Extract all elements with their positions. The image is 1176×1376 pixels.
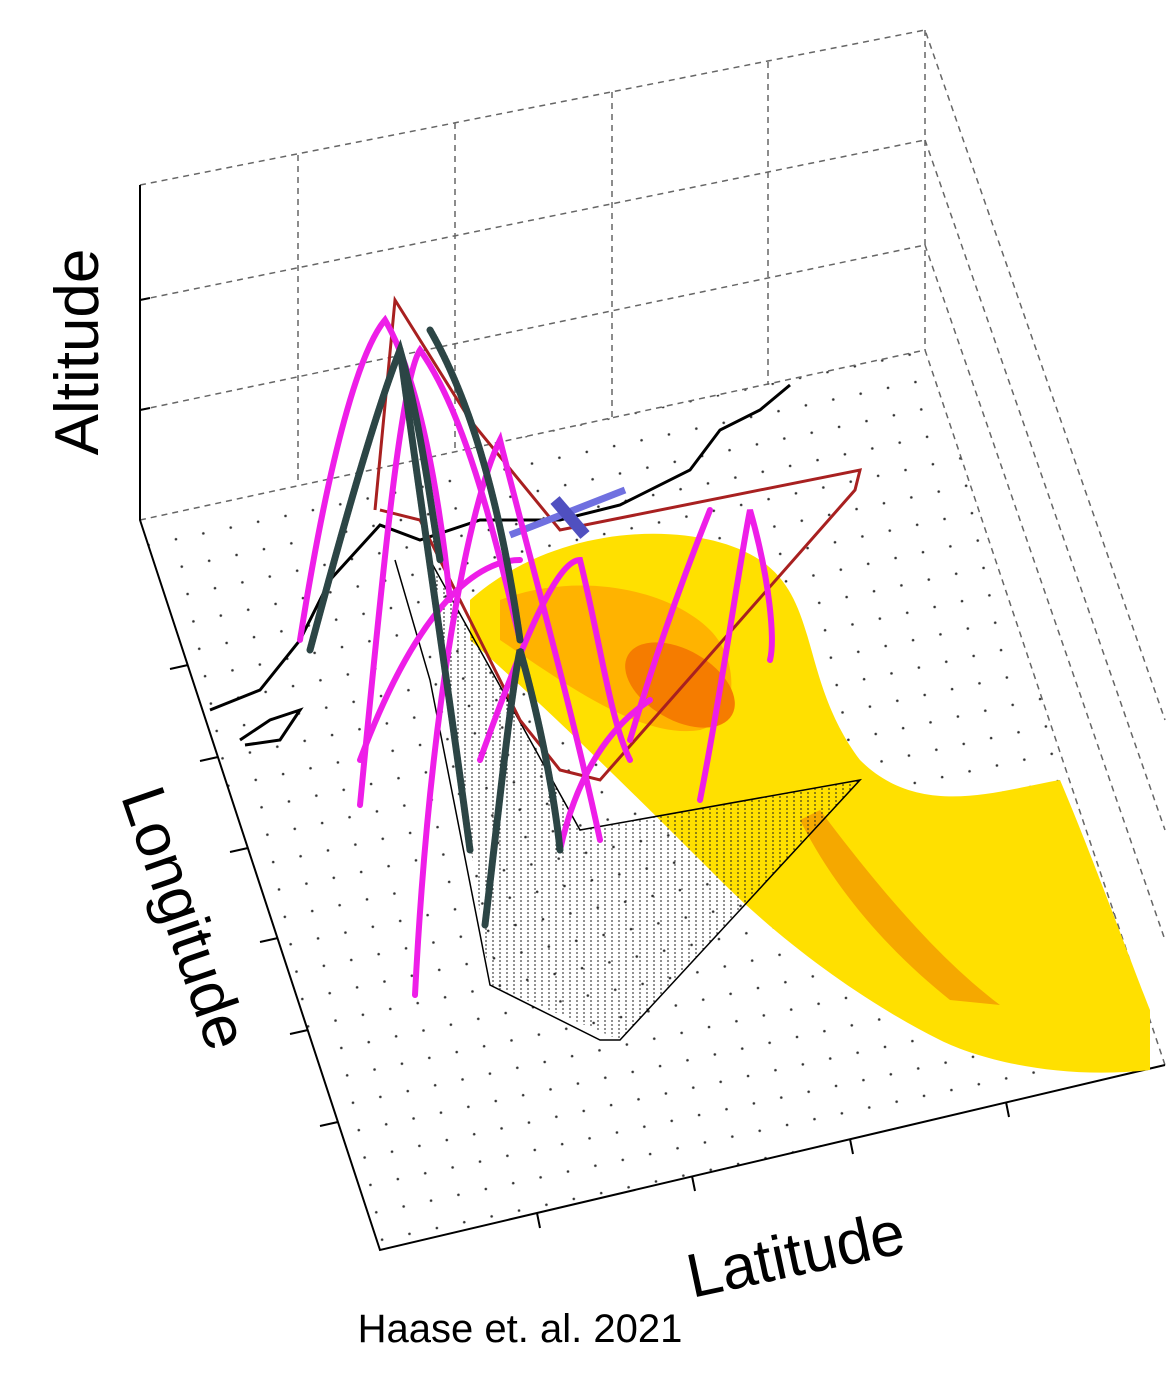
latitude-label: Latitude [681, 1198, 911, 1311]
caption: Haase et. al. 2021 [358, 1307, 683, 1351]
altitude-label: Altitude [43, 249, 112, 456]
figure: Altitude Longitude Latitude Haase et. al… [0, 0, 1176, 1376]
